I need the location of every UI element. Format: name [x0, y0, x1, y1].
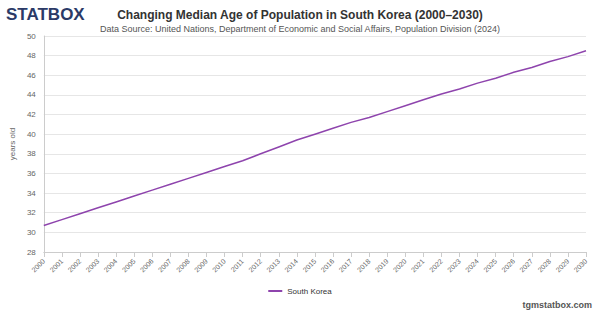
svg-text:2015: 2015 — [301, 257, 317, 273]
svg-text:2008: 2008 — [175, 257, 191, 273]
svg-text:South Korea: South Korea — [287, 287, 332, 296]
svg-text:2027: 2027 — [518, 257, 534, 273]
svg-text:2006: 2006 — [139, 257, 155, 273]
svg-text:2024: 2024 — [464, 257, 480, 273]
svg-text:48: 48 — [27, 51, 36, 60]
svg-text:2025: 2025 — [482, 257, 498, 273]
svg-text:50: 50 — [27, 32, 36, 41]
svg-text:2002: 2002 — [66, 257, 82, 273]
svg-text:2017: 2017 — [338, 257, 354, 273]
svg-text:32: 32 — [27, 208, 36, 217]
svg-text:2001: 2001 — [48, 257, 64, 273]
svg-text:2011: 2011 — [230, 257, 246, 273]
svg-text:28: 28 — [27, 248, 36, 257]
svg-text:42: 42 — [27, 110, 36, 119]
svg-text:2016: 2016 — [320, 257, 336, 273]
svg-text:STATBOX: STATBOX — [6, 5, 85, 24]
svg-text:tgmstatbox.com: tgmstatbox.com — [522, 300, 592, 310]
svg-text:2019: 2019 — [374, 257, 390, 273]
svg-text:2009: 2009 — [193, 257, 209, 273]
svg-text:30: 30 — [27, 228, 36, 237]
svg-text:2012: 2012 — [247, 257, 263, 273]
svg-text:34: 34 — [27, 189, 36, 198]
svg-text:Changing Median Age of Populat: Changing Median Age of Population in Sou… — [117, 8, 483, 22]
svg-text:44: 44 — [27, 90, 36, 99]
svg-text:2020: 2020 — [392, 257, 408, 273]
svg-text:2010: 2010 — [211, 257, 227, 273]
svg-text:2003: 2003 — [85, 257, 101, 273]
svg-text:2026: 2026 — [500, 257, 516, 273]
svg-text:38: 38 — [27, 149, 36, 158]
svg-text:2004: 2004 — [103, 257, 119, 273]
svg-text:46: 46 — [27, 71, 36, 80]
svg-text:2023: 2023 — [446, 257, 462, 273]
svg-text:Data Source: United Nations, D: Data Source: United Nations, Department … — [100, 24, 500, 34]
svg-text:2000: 2000 — [30, 257, 46, 273]
svg-text:2028: 2028 — [536, 257, 552, 273]
svg-text:2022: 2022 — [428, 257, 444, 273]
svg-text:2021: 2021 — [410, 257, 426, 273]
svg-text:2029: 2029 — [554, 257, 570, 273]
svg-text:2013: 2013 — [265, 257, 281, 273]
svg-text:2030: 2030 — [573, 257, 589, 273]
svg-text:2005: 2005 — [121, 257, 137, 273]
svg-text:2007: 2007 — [157, 257, 173, 273]
svg-text:36: 36 — [27, 169, 36, 178]
svg-text:40: 40 — [27, 130, 36, 139]
svg-text:2014: 2014 — [283, 257, 299, 273]
svg-text:2018: 2018 — [356, 257, 372, 273]
svg-text:years old: years old — [8, 128, 17, 160]
